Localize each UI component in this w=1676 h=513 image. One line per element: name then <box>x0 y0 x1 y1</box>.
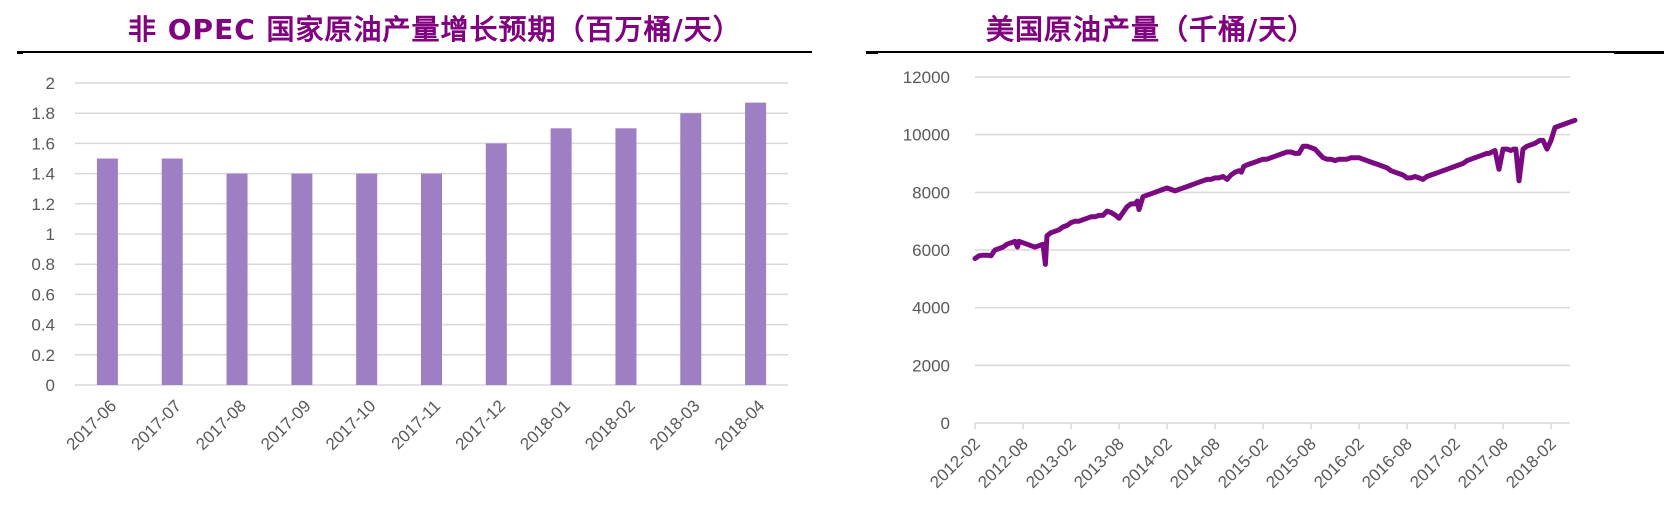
y-tick-label: 8000 <box>912 183 950 202</box>
left-title-rule-cap <box>17 51 23 54</box>
x-tick-label: 2014-08 <box>1166 434 1224 492</box>
x-tick-label: 2018-02 <box>581 396 639 454</box>
y-tick-label: 0 <box>941 414 950 433</box>
y-tick-label: 0.4 <box>31 316 55 335</box>
x-tick-label: 2015-08 <box>1262 434 1320 492</box>
x-tick-label: 2014-02 <box>1118 434 1176 492</box>
bar <box>356 173 378 385</box>
left-chart-title: 非 OPEC 国家原油产量增长预期（百万桶/天） <box>128 13 742 46</box>
y-tick-label: 12000 <box>903 68 950 87</box>
bar <box>550 128 572 386</box>
y-tick-label: 1.2 <box>31 195 55 214</box>
x-tick-label: 2017-12 <box>452 396 510 454</box>
bar <box>226 173 248 385</box>
x-tick-label: 2012-02 <box>926 434 984 492</box>
right-title-rule <box>878 51 1628 53</box>
x-tick-label: 2012-08 <box>974 434 1032 492</box>
y-tick-label: 6000 <box>912 241 950 260</box>
x-tick-label: 2017-08 <box>192 396 250 454</box>
right-title-rule-left-cap <box>866 51 878 54</box>
y-tick-label: 2000 <box>912 356 950 375</box>
y-tick-label: 1 <box>46 225 55 244</box>
y-tick-label: 0 <box>46 376 55 395</box>
y-tick-label: 0.8 <box>31 255 55 274</box>
x-tick-label: 2018-04 <box>711 396 769 454</box>
bar <box>485 143 507 385</box>
bar <box>161 158 183 385</box>
right-panel: 美国原油产量（千桶/天） 0 2000 4000 6000 8000 10000 12000… <box>846 0 1676 513</box>
x-tick-label: 2016-08 <box>1358 434 1416 492</box>
left-title-rule <box>17 51 812 53</box>
y-tick-label: 1.4 <box>31 165 55 184</box>
y-tick-label: 2 <box>46 74 55 93</box>
bar <box>291 173 313 385</box>
x-tick-label: 2017-08 <box>1454 434 1512 492</box>
bar <box>96 158 118 385</box>
us-crude-production-line <box>972 117 1578 267</box>
x-tick-label: 2018-03 <box>646 396 704 454</box>
y-tick-label: 0.6 <box>31 285 55 304</box>
y-tick-label: 10000 <box>903 126 950 145</box>
x-tick-label: 2017-06 <box>63 396 121 454</box>
x-tick-label: 2015-02 <box>1214 434 1272 492</box>
bar <box>680 113 702 385</box>
x-tick-label: 2017-11 <box>388 396 445 453</box>
x-tick-label: 2017-09 <box>257 396 315 454</box>
x-tick-label: 2016-02 <box>1310 434 1368 492</box>
x-tick-label: 2018-02 <box>1502 434 1560 492</box>
x-tick-label: 2013-08 <box>1070 434 1128 492</box>
left-panel: 非 OPEC 国家原油产量增长预期（百万桶/天） 0 0.2 0.4 0.6 0.8 1 1… <box>0 0 830 513</box>
x-tick-label: 2017-07 <box>128 396 186 454</box>
y-tick-label: 1.6 <box>31 134 55 153</box>
right-chart-title: 美国原油产量（千桶/天） <box>986 13 1317 46</box>
bar <box>615 128 637 386</box>
y-tick-label: 1.8 <box>31 104 55 123</box>
right-title-rule-right-cap <box>1614 51 1664 54</box>
y-tick-label: 0.2 <box>31 346 55 365</box>
x-tick-label: 2013-02 <box>1022 434 1080 492</box>
bar <box>745 102 767 385</box>
x-tick-label: 2017-02 <box>1406 434 1464 492</box>
x-tick-label: 2018-01 <box>516 396 574 454</box>
bar <box>421 173 442 385</box>
line-chart: 0 2000 4000 6000 8000 10000 12000 2012-022012-0… <box>903 68 1578 492</box>
y-tick-label: 4000 <box>912 299 950 318</box>
x-tick-label: 2017-10 <box>322 396 380 454</box>
